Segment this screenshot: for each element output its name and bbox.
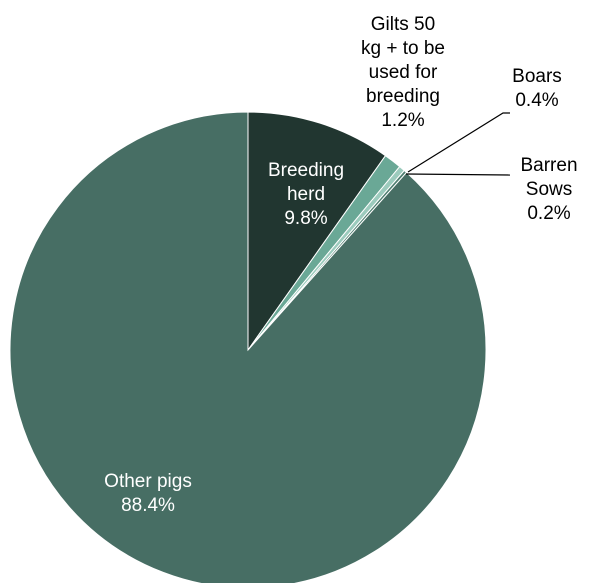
label-barren-sows: Barren Sows 0.2%: [520, 155, 577, 224]
label-gilts-50-kg-to-be-used-for-breeding: Gilts 50 kg + to be used for breeding 1.2%: [361, 14, 445, 131]
label-other-pigs: Other pigs 88.4%: [104, 471, 192, 516]
label-line: breeding: [366, 86, 440, 107]
leader-line-barren-sows: [405, 173, 511, 176]
label-breeding-herd: Breeding herd 9.8%: [268, 160, 344, 229]
label-line: Breeding: [268, 160, 344, 181]
label-line: used for: [369, 62, 438, 83]
pie-slices: [9, 111, 487, 583]
label-line: herd: [287, 184, 325, 205]
label-line: 88.4%: [121, 495, 175, 516]
label-line: Boars: [512, 66, 562, 87]
leader-lines: [405, 112, 511, 176]
label-boars: Boars 0.4%: [512, 66, 562, 111]
label-line: 0.2%: [527, 203, 570, 224]
label-line: Other pigs: [104, 471, 192, 492]
label-line: kg + to be: [361, 38, 445, 59]
label-line: Barren: [520, 155, 577, 176]
label-line: Sows: [526, 179, 572, 200]
label-line: 9.8%: [284, 208, 327, 229]
label-line: 1.2%: [381, 110, 424, 131]
slice-other-pigs: [9, 111, 487, 583]
label-line: 0.4%: [515, 90, 558, 111]
slice-labels: Breeding herd 9.8% Gilts 50 kg + to be used f…: [104, 14, 577, 516]
leader-line-boars: [407, 112, 510, 173]
slice-breeding-herd: [247, 111, 387, 352]
label-line: Gilts 50: [371, 14, 435, 35]
